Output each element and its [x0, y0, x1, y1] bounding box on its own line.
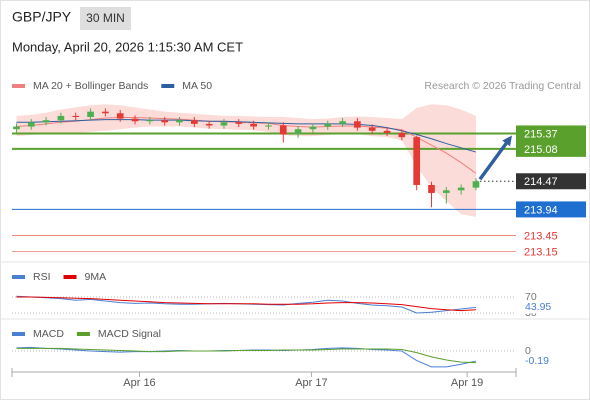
- candle-body: [265, 125, 272, 127]
- candle-body: [116, 113, 124, 119]
- candle-body: [146, 120, 154, 122]
- legend-swatch: [63, 275, 77, 279]
- level-box: [516, 140, 586, 157]
- legend-label: 9MA: [85, 271, 107, 283]
- interval-box: [80, 7, 131, 30]
- candle-body: [324, 123, 332, 127]
- level-box: [516, 125, 586, 142]
- x-tick-label: Apr 19: [451, 377, 483, 389]
- last-value-box: [521, 355, 561, 368]
- interval: 30 MIN: [86, 11, 125, 25]
- level-label: 214.47: [524, 176, 558, 188]
- x-tick-label: Apr 16: [123, 377, 155, 389]
- level-label: 213.94: [524, 204, 558, 216]
- legend-label: MA 20 + Bollinger Bands: [33, 80, 148, 92]
- candle-body: [413, 137, 421, 185]
- timestamp: Monday, April 20, 2026 1:15:30 AM CET: [12, 39, 243, 54]
- candle-body: [383, 130, 391, 133]
- candle-body: [87, 111, 94, 117]
- last-value-label: -0.19: [525, 355, 549, 367]
- legend-swatch: [12, 275, 25, 279]
- legend-label: RSI: [33, 271, 51, 283]
- legend-label: MACD: [33, 328, 64, 340]
- candle-body: [72, 115, 80, 117]
- legend-swatch: [12, 332, 25, 336]
- candle-body: [428, 184, 435, 193]
- candle-body: [176, 120, 183, 123]
- candle-body: [368, 127, 376, 131]
- candle-body: [205, 123, 213, 126]
- y-tick-label: 70: [525, 291, 537, 303]
- candle-body: [42, 120, 50, 123]
- candle-body: [235, 122, 243, 124]
- candle-body: [220, 122, 228, 126]
- ma-line: [16, 119, 477, 153]
- level-label: 215.08: [524, 144, 558, 156]
- candle-body: [354, 121, 361, 128]
- credit: Research © 2026 Trading Central: [424, 80, 581, 92]
- level-label: 213.45: [524, 230, 558, 242]
- level-label: 215.37: [524, 128, 558, 140]
- legend-label: MA 50: [182, 80, 212, 92]
- candle-body: [161, 120, 169, 123]
- legend-swatch: [76, 332, 90, 336]
- candle-body: [102, 111, 109, 114]
- level-box: [516, 173, 586, 190]
- last-value-label: 43.95: [525, 301, 551, 313]
- legend-swatch: [12, 84, 25, 88]
- candle-body: [339, 121, 346, 124]
- forecast-arrow-head: [502, 135, 512, 147]
- candle-body: [457, 187, 465, 191]
- forecast-arrow: [478, 140, 510, 181]
- ma-line: [16, 117, 477, 174]
- symbol: GBP/JPY: [12, 9, 72, 25]
- candle-body: [442, 190, 450, 193]
- candle-body: [131, 118, 139, 122]
- level-box: [516, 201, 586, 218]
- candle-body: [27, 122, 35, 127]
- candle-body: [309, 126, 317, 130]
- legend-swatch: [161, 84, 175, 88]
- bollinger-band: [16, 104, 476, 217]
- legend-label: MACD Signal: [98, 328, 161, 340]
- candle-body: [250, 123, 257, 127]
- indicator-line: [16, 347, 476, 364]
- candle-body: [472, 181, 480, 188]
- candle-body: [190, 120, 198, 124]
- candle-body: [398, 132, 406, 138]
- candle-body: [57, 115, 65, 121]
- candle-body: [294, 129, 302, 135]
- candle-body: [13, 126, 20, 130]
- indicator-line: [16, 296, 477, 312]
- y-tick-label: 0: [525, 345, 531, 357]
- last-value-box: [521, 301, 561, 314]
- x-tick-label: Apr 17: [295, 377, 327, 389]
- candle-body: [279, 125, 287, 135]
- level-label: 213.15: [524, 246, 558, 258]
